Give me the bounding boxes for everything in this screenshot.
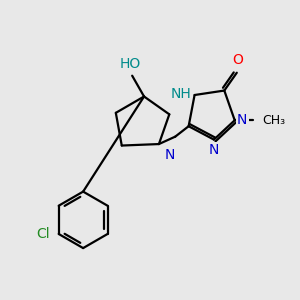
Text: N: N (164, 148, 175, 162)
Text: N: N (209, 143, 219, 157)
Text: NH: NH (170, 86, 191, 100)
Text: O: O (232, 53, 243, 68)
Text: CH₃: CH₃ (262, 114, 286, 127)
Text: HO: HO (120, 57, 141, 71)
Text: N: N (237, 113, 247, 127)
Text: Cl: Cl (37, 227, 50, 241)
